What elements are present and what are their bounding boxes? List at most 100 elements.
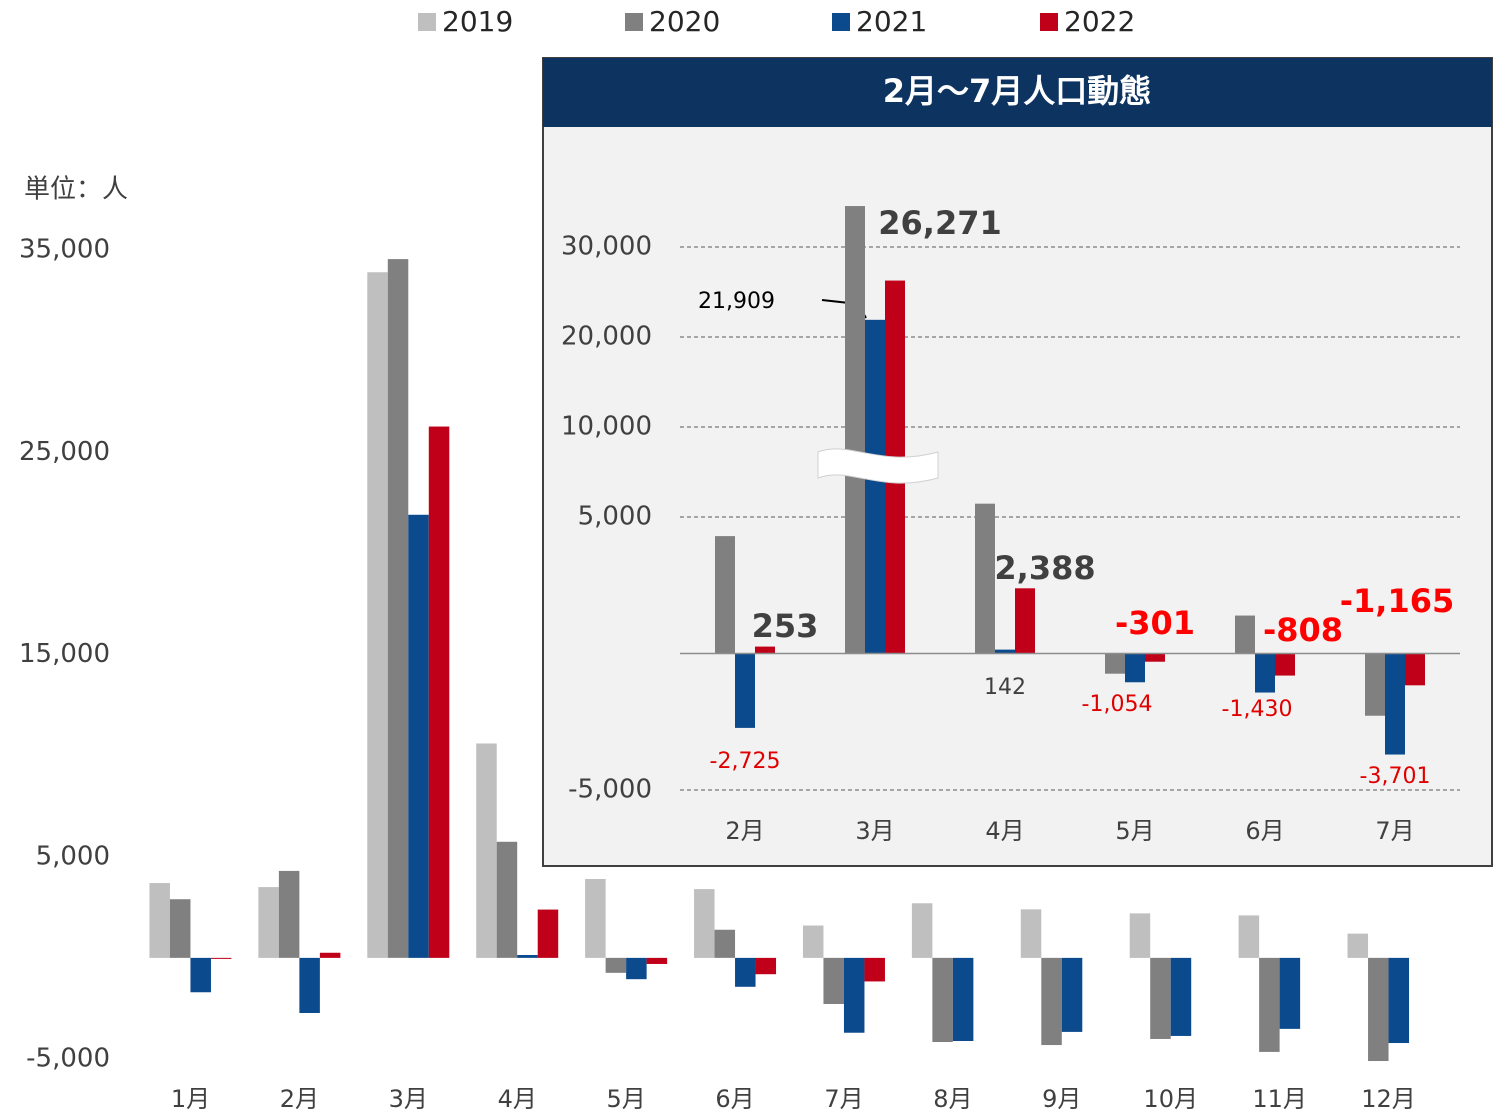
- bar: [1405, 653, 1425, 686]
- y-tick-label: 30,000: [561, 232, 652, 262]
- bar: [1275, 653, 1295, 676]
- bar: [694, 889, 715, 958]
- bar: [1170, 957, 1192, 1036]
- bar: [1150, 957, 1171, 1039]
- x-tick-label: 6月: [715, 1085, 754, 1113]
- bar: [1020, 909, 1042, 958]
- bar: [626, 957, 647, 980]
- bar: [714, 929, 736, 958]
- bar: [408, 514, 429, 958]
- inset-header: [543, 58, 1492, 127]
- legend-label: 2021: [856, 5, 927, 38]
- x-tick-label: 9月: [1042, 1085, 1081, 1113]
- bar: [169, 899, 191, 958]
- bar: [585, 878, 606, 958]
- data-label: -1,430: [1222, 697, 1293, 722]
- bar: [1255, 653, 1275, 693]
- y-tick-label: 35,000: [19, 235, 110, 265]
- legend-label: 2022: [1064, 5, 1135, 38]
- bar: [1061, 957, 1083, 1032]
- data-label: 26,271: [878, 204, 1001, 242]
- x-tick-label: 8月: [933, 1085, 972, 1113]
- x-tick-label: 11月: [1252, 1085, 1307, 1113]
- bar: [210, 957, 232, 959]
- bar: [735, 653, 755, 728]
- bar: [1368, 957, 1389, 1062]
- bar: [735, 957, 756, 987]
- bar: [537, 909, 559, 958]
- bar: [278, 870, 300, 958]
- bar: [911, 903, 933, 958]
- bar: [755, 957, 777, 975]
- data-label: -1,054: [1082, 692, 1153, 717]
- bar: [845, 206, 865, 654]
- bar: [1385, 653, 1405, 755]
- data-label: -3,701: [1360, 764, 1431, 789]
- x-tick-label: 3月: [389, 1085, 428, 1113]
- bar: [319, 952, 341, 958]
- data-label: -1,165: [1340, 582, 1455, 620]
- bar: [1129, 913, 1151, 958]
- data-label: -301: [1115, 604, 1195, 642]
- x-tick-label: 4月: [985, 817, 1024, 845]
- data-label: 253: [752, 607, 819, 645]
- y-tick-label: 5,000: [578, 502, 652, 532]
- bar: [932, 957, 953, 1043]
- bar: [1238, 915, 1260, 958]
- bar: [802, 925, 824, 958]
- bar: [864, 957, 885, 982]
- unit-label: 単位：人: [24, 175, 128, 205]
- legend-swatch: [625, 13, 643, 31]
- bar: [605, 957, 627, 973]
- bar: [646, 957, 668, 964]
- x-tick-label: 6月: [1245, 817, 1284, 845]
- inset-panel: [542, 57, 1493, 867]
- y-tick-label: 20,000: [561, 322, 652, 352]
- legend-swatch: [418, 13, 436, 31]
- legend-label: 2020: [649, 5, 720, 38]
- y-tick-label: 5,000: [36, 841, 110, 871]
- y-tick-label: 25,000: [19, 437, 110, 467]
- bar: [1347, 933, 1369, 958]
- bar: [1125, 653, 1145, 683]
- bar: [1105, 653, 1125, 674]
- bar: [1041, 957, 1062, 1046]
- x-tick-label: 2月: [280, 1085, 319, 1113]
- data-label: 142: [984, 675, 1026, 700]
- data-label: 21,909: [698, 289, 775, 314]
- bar: [1365, 653, 1385, 716]
- x-tick-label: 3月: [855, 817, 894, 845]
- bar: [1015, 588, 1035, 654]
- bar: [258, 887, 279, 958]
- legend-label: 2019: [442, 5, 513, 38]
- bar: [975, 503, 995, 654]
- bar: [1145, 653, 1165, 662]
- bar: [1279, 957, 1301, 1029]
- x-tick-label: 5月: [1115, 817, 1154, 845]
- bar: [843, 957, 865, 1033]
- bar: [755, 646, 775, 654]
- y-tick-label: -5,000: [568, 775, 652, 805]
- x-tick-label: 5月: [606, 1085, 645, 1113]
- legend-swatch: [1040, 13, 1058, 31]
- bar: [823, 957, 844, 1004]
- bar: [517, 955, 538, 958]
- y-tick-label: -5,000: [26, 1044, 110, 1074]
- legend-swatch: [832, 13, 850, 31]
- inset-title: 2月～7月人口動態: [883, 72, 1152, 110]
- x-tick-label: 12月: [1361, 1085, 1416, 1113]
- data-label: -808: [1263, 611, 1343, 649]
- x-tick-label: 10月: [1143, 1085, 1198, 1113]
- x-tick-label: 1月: [171, 1085, 210, 1113]
- bar: [387, 259, 409, 958]
- bar: [496, 841, 518, 958]
- bar: [1235, 615, 1255, 654]
- data-label: 2,388: [994, 549, 1095, 587]
- y-tick-label: 10,000: [561, 412, 652, 442]
- bar: [190, 957, 211, 993]
- bar: [428, 426, 450, 958]
- x-tick-label: 7月: [1375, 817, 1414, 845]
- y-tick-label: 15,000: [19, 639, 110, 669]
- data-label: -2,725: [710, 749, 781, 774]
